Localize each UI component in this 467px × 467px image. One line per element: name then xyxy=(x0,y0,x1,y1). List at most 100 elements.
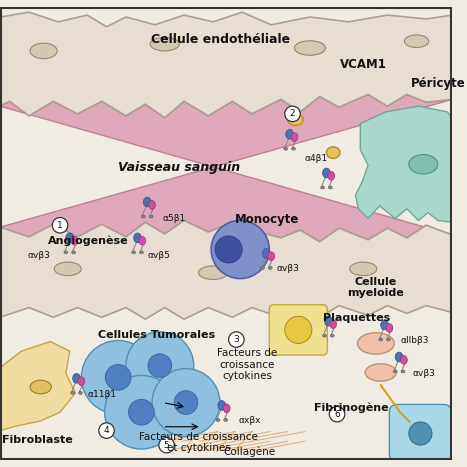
Ellipse shape xyxy=(268,252,275,261)
Ellipse shape xyxy=(291,147,296,150)
Ellipse shape xyxy=(149,215,153,218)
Ellipse shape xyxy=(132,251,135,254)
Ellipse shape xyxy=(365,364,396,381)
Text: Plaquettes: Plaquettes xyxy=(323,313,390,324)
Circle shape xyxy=(148,354,172,378)
Text: Collagène: Collagène xyxy=(224,446,276,457)
Polygon shape xyxy=(0,220,453,319)
Ellipse shape xyxy=(262,248,270,258)
Ellipse shape xyxy=(404,35,429,48)
Ellipse shape xyxy=(325,316,332,326)
Ellipse shape xyxy=(198,266,227,280)
Text: Facteurs de
croissance
cytokines: Facteurs de croissance cytokines xyxy=(217,348,277,382)
Circle shape xyxy=(128,399,154,425)
Ellipse shape xyxy=(54,262,81,276)
Ellipse shape xyxy=(379,338,382,341)
FancyBboxPatch shape xyxy=(269,304,327,355)
Circle shape xyxy=(285,316,312,343)
Circle shape xyxy=(285,106,300,121)
Ellipse shape xyxy=(328,171,335,180)
Text: Angiogenèse: Angiogenèse xyxy=(49,236,129,247)
Circle shape xyxy=(211,220,269,278)
Text: 1: 1 xyxy=(57,221,63,230)
Ellipse shape xyxy=(328,186,332,189)
Circle shape xyxy=(81,340,155,414)
Text: 4: 4 xyxy=(104,426,109,435)
Circle shape xyxy=(215,236,242,263)
Text: αvβ3: αvβ3 xyxy=(276,264,299,273)
Ellipse shape xyxy=(71,236,78,245)
Ellipse shape xyxy=(295,41,325,55)
Text: Péricyte: Péricyte xyxy=(410,77,465,90)
Ellipse shape xyxy=(139,236,146,245)
Ellipse shape xyxy=(134,233,142,243)
Ellipse shape xyxy=(149,200,156,209)
Ellipse shape xyxy=(261,267,264,269)
Circle shape xyxy=(99,423,114,439)
Ellipse shape xyxy=(350,262,377,276)
Polygon shape xyxy=(355,106,453,222)
Circle shape xyxy=(228,332,244,347)
Ellipse shape xyxy=(30,43,57,59)
Ellipse shape xyxy=(326,147,340,158)
Circle shape xyxy=(105,364,131,390)
Ellipse shape xyxy=(409,155,438,174)
Text: Fibroblaste: Fibroblaste xyxy=(2,435,73,445)
Circle shape xyxy=(159,438,174,453)
Polygon shape xyxy=(0,341,76,431)
Ellipse shape xyxy=(357,333,394,354)
Ellipse shape xyxy=(71,391,75,394)
Ellipse shape xyxy=(284,147,288,150)
Ellipse shape xyxy=(269,267,272,269)
Text: αvβ3: αvβ3 xyxy=(28,251,50,260)
FancyBboxPatch shape xyxy=(389,404,452,461)
Ellipse shape xyxy=(330,334,334,337)
Text: Vaisseau sanguin: Vaisseau sanguin xyxy=(118,161,240,174)
Ellipse shape xyxy=(286,129,293,139)
Text: VCAM1: VCAM1 xyxy=(340,58,387,71)
Ellipse shape xyxy=(330,320,337,328)
Text: α11β1: α11β1 xyxy=(87,390,116,399)
Ellipse shape xyxy=(78,391,82,394)
Text: Monocyte: Monocyte xyxy=(234,212,299,226)
Ellipse shape xyxy=(386,324,393,333)
Ellipse shape xyxy=(395,352,403,362)
Polygon shape xyxy=(0,12,453,118)
Text: Cellule
myeloide: Cellule myeloide xyxy=(347,276,404,298)
Ellipse shape xyxy=(66,233,74,243)
Ellipse shape xyxy=(143,197,151,207)
Text: 2: 2 xyxy=(290,109,295,118)
Text: αvβ5: αvβ5 xyxy=(147,251,170,260)
Text: αIIbβ3: αIIbβ3 xyxy=(400,336,429,345)
Ellipse shape xyxy=(401,370,405,373)
Ellipse shape xyxy=(323,168,330,178)
Text: Cellule endothéliale: Cellule endothéliale xyxy=(151,33,290,45)
Ellipse shape xyxy=(387,338,390,341)
Circle shape xyxy=(52,218,68,233)
Ellipse shape xyxy=(71,251,76,254)
Circle shape xyxy=(126,332,194,400)
Ellipse shape xyxy=(64,251,68,254)
Ellipse shape xyxy=(381,320,389,330)
Text: 5: 5 xyxy=(164,441,170,450)
Ellipse shape xyxy=(140,251,143,254)
Ellipse shape xyxy=(30,380,51,394)
Ellipse shape xyxy=(73,374,80,383)
Ellipse shape xyxy=(216,418,220,421)
Ellipse shape xyxy=(401,355,407,364)
Circle shape xyxy=(329,406,345,422)
Ellipse shape xyxy=(223,404,230,413)
Ellipse shape xyxy=(393,370,397,373)
Ellipse shape xyxy=(218,401,226,410)
Text: αxβx: αxβx xyxy=(238,417,261,425)
Ellipse shape xyxy=(150,37,179,51)
Ellipse shape xyxy=(291,133,298,142)
Ellipse shape xyxy=(323,334,326,337)
Text: α4β1: α4β1 xyxy=(304,154,327,163)
Text: 6: 6 xyxy=(334,410,340,418)
Circle shape xyxy=(409,422,432,445)
Text: Cellules Tumorales: Cellules Tumorales xyxy=(99,330,215,340)
Ellipse shape xyxy=(224,418,227,421)
Circle shape xyxy=(105,375,178,449)
Circle shape xyxy=(152,368,220,437)
